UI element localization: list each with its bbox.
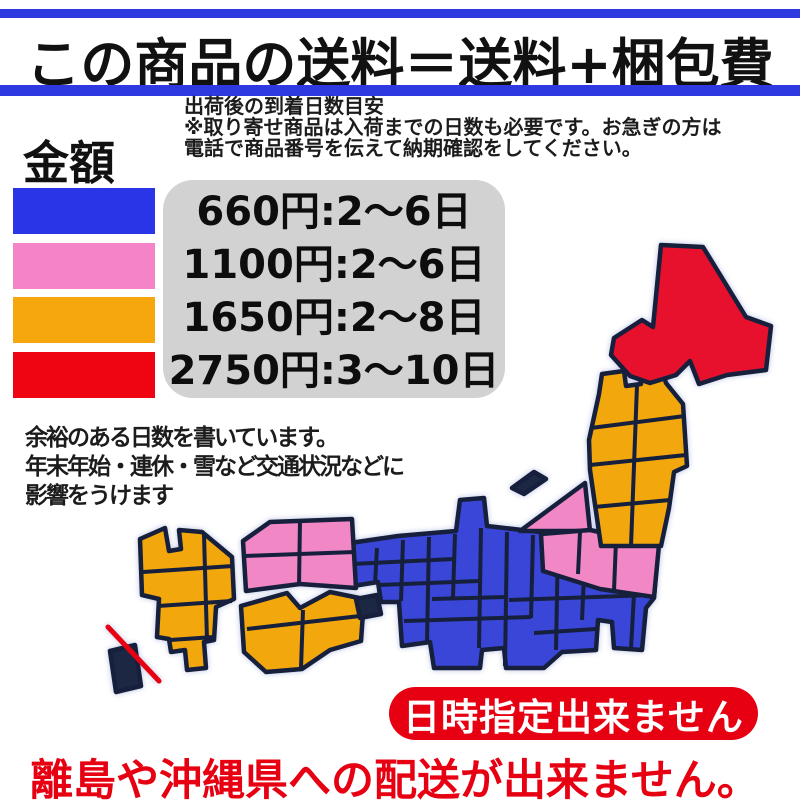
map-grid-line bbox=[169, 635, 215, 642]
caveat-line2: 年末年始・連休・雪など交通状況などに bbox=[25, 454, 405, 480]
map-grid-line bbox=[157, 599, 233, 608]
map-grid-line bbox=[508, 593, 654, 602]
map-grid-line bbox=[533, 627, 597, 635]
price-row-1100: 1100円:2～6日 bbox=[182, 242, 486, 288]
legend-swatch-red bbox=[13, 352, 155, 398]
price-row-2750: 2750円:3～10日 bbox=[168, 348, 500, 394]
map-grid-line bbox=[378, 579, 480, 587]
arrival-note-line1: 出荷後の到着日数目安 bbox=[184, 94, 384, 118]
legend-swatch-pink bbox=[13, 243, 155, 289]
arrival-note: 出荷後の到着日数目安 ※取り寄せ商品は入荷までの日数も必要です。お急ぎの方は 電… bbox=[184, 96, 721, 159]
map-region-hokkaido bbox=[608, 242, 774, 387]
arrival-note-line2: ※取り寄せ商品は入荷までの日数も必要です。お急ぎの方は bbox=[184, 115, 722, 139]
footer-warning: 離島や沖縄県への配送が出来ません。 bbox=[30, 756, 760, 800]
map-grid-line bbox=[142, 564, 234, 574]
legend-swatch-orange bbox=[13, 297, 155, 343]
map-grid-line bbox=[425, 536, 431, 643]
arrival-note-line3: 電話で商品番号を伝えて納期確認をしてください。 bbox=[184, 136, 642, 160]
map-grid-line bbox=[299, 609, 305, 669]
map-region-kyushu bbox=[137, 525, 237, 673]
okinawa-no-delivery-slash bbox=[105, 624, 162, 684]
caveat-line1: 余裕のある日数を書いています。 bbox=[25, 425, 339, 451]
top-blue-bar bbox=[0, 9, 800, 18]
map-grid-line bbox=[590, 414, 686, 430]
price-rows: 660円:2～6日 1100円:2～6日 1650円:2～8日 2750円:3～… bbox=[163, 186, 505, 398]
map-grid-line bbox=[529, 534, 535, 619]
mid-blue-bar bbox=[0, 85, 800, 96]
map-grid-line bbox=[629, 384, 639, 547]
map-grid-line bbox=[202, 534, 209, 641]
price-row-660: 660円:2～6日 bbox=[196, 189, 472, 235]
map-island-sado bbox=[509, 469, 549, 497]
map-grid-line bbox=[373, 547, 379, 585]
map-grid-line bbox=[576, 531, 582, 575]
map-grid-line bbox=[629, 593, 636, 650]
map-grid-line bbox=[243, 550, 356, 558]
map-grid-line bbox=[477, 527, 483, 649]
map-island-oki bbox=[353, 592, 384, 621]
caveat-line3: 影響をうけます bbox=[25, 483, 174, 509]
map-grid-line bbox=[431, 595, 507, 601]
caveat-note: 余裕のある日数を書いています。 年末年始・連休・雪など交通状況などに 影響をうけ… bbox=[25, 424, 405, 511]
price-row-1650: 1650円:2～8日 bbox=[182, 295, 486, 341]
map-grid-line bbox=[403, 615, 532, 623]
no-datetime-badge-label: 日時指定出来ません bbox=[403, 695, 744, 739]
map-grid-line bbox=[351, 557, 455, 566]
legend-title: 金額 bbox=[23, 136, 115, 190]
legend-swatch-blue bbox=[13, 188, 155, 234]
map-grid-line bbox=[589, 453, 687, 467]
map-grid-line bbox=[399, 539, 405, 602]
map-grid-line bbox=[612, 539, 618, 592]
map-grid-line bbox=[451, 533, 457, 598]
map-island-okinawa bbox=[107, 642, 144, 695]
price-box: 660円:2～6日 1100円:2～6日 1650円:2～8日 2750円:3～… bbox=[163, 180, 505, 398]
no-datetime-badge: 日時指定出来ません bbox=[389, 687, 758, 740]
